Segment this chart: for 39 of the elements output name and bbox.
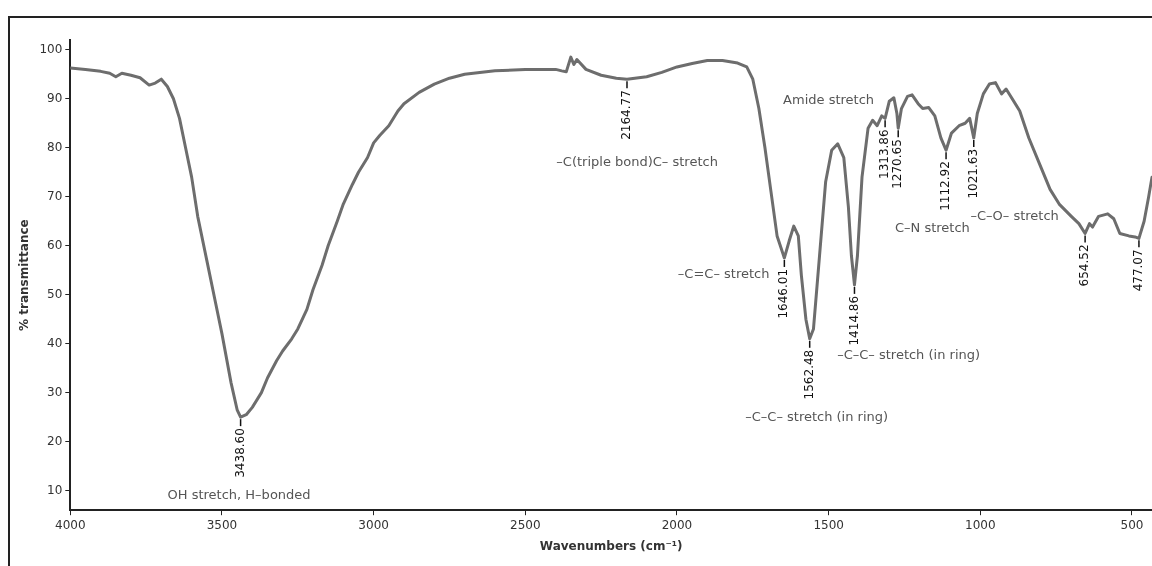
y-axis-title: % transmittance — [17, 219, 32, 331]
x-tick-label: 1500 — [813, 517, 844, 532]
annotation: C–N stretch — [894, 220, 970, 236]
annotation: 477.07 — [1131, 249, 1146, 292]
annotation: 1414.86 — [846, 295, 861, 346]
annotation: 1021.63 — [965, 148, 980, 199]
annotation: 2164.77 — [619, 90, 634, 140]
y-tick-label: 90 — [47, 90, 63, 105]
x-tick-label: 2000 — [661, 517, 693, 532]
x-tick-label: 3000 — [358, 517, 389, 532]
x-tick-label: 1000 — [965, 517, 996, 532]
annotation: OH stretch, H–bonded — [167, 487, 311, 503]
y-tick-label: 100 — [39, 41, 63, 56]
y-tick-label: 70 — [47, 188, 63, 203]
annotation: 1646.01 — [776, 268, 791, 319]
y-tick-label: 60 — [47, 237, 63, 252]
annotation: Amide stretch — [783, 92, 875, 108]
annotation: 3438.60 — [232, 428, 247, 478]
annotation: 654.52 — [1077, 244, 1092, 287]
x-tick-label: 500 — [1120, 517, 1144, 532]
annotation: –C–C– stretch (in ring) — [745, 408, 889, 424]
y-tick-label: 30 — [47, 384, 63, 399]
y-tick-label: 20 — [47, 433, 63, 448]
annotation: –C(triple bond)C– stretch — [556, 153, 718, 169]
y-tick-label: 10 — [47, 482, 63, 497]
x-tick-label: 4000 — [55, 517, 86, 532]
y-tick-label: 40 — [47, 335, 63, 350]
annotation: 1270.65 — [890, 139, 905, 189]
annotation: 1562.48 — [801, 349, 816, 400]
x-tick-label: 3500 — [206, 517, 238, 532]
annotation: –C=C– stretch — [677, 266, 770, 282]
annotation: –C–C– stretch (in ring) — [837, 347, 981, 363]
annotation: –C–O– stretch — [970, 208, 1059, 224]
annotation: 1112.92 — [938, 161, 953, 211]
y-tick-label: 50 — [47, 286, 63, 301]
x-tick-label: 2500 — [510, 517, 541, 532]
x-axis-title: Wavenumbers (cm⁻¹) — [539, 538, 683, 553]
y-tick-label: 80 — [47, 139, 63, 154]
annotation: 1313.86 — [877, 129, 892, 179]
